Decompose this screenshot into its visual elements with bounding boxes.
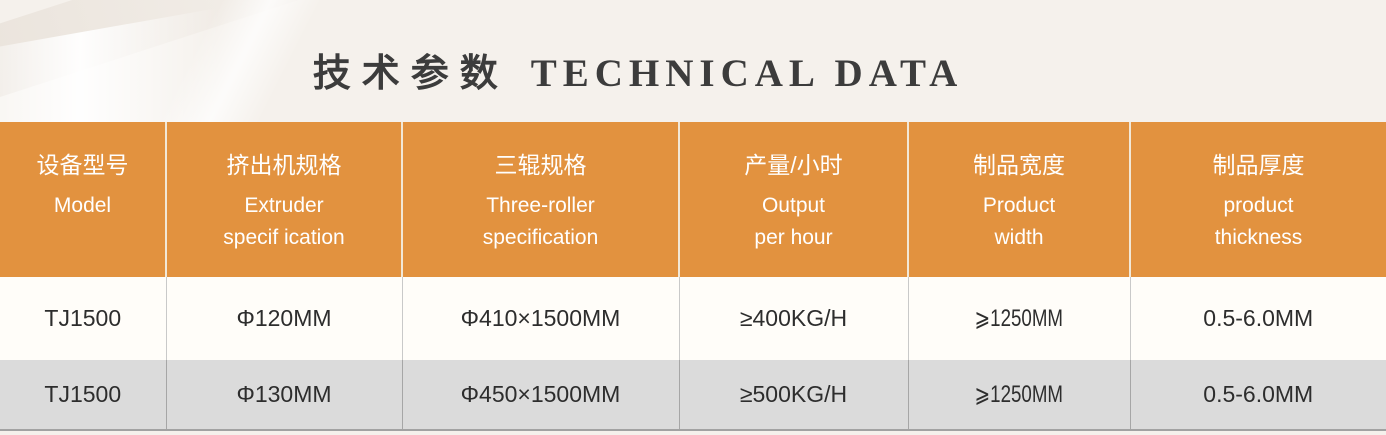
header-output-en2: per hour: [754, 226, 833, 249]
header-output-zh: 产量/小时: [744, 152, 843, 178]
header-three-roller-en2: specification: [482, 226, 599, 249]
header-thickness-en2: thickness: [1214, 226, 1303, 249]
header-three-roller-zh: 三辊规格: [494, 152, 587, 178]
header-model-en: Model: [53, 194, 112, 217]
header-width-en2: width: [994, 226, 1044, 249]
header-cell-product-thickness: 制品厚度 product thickness: [1130, 122, 1386, 277]
cell-product-thickness: 0.5-6.0MM: [1130, 360, 1386, 430]
header-cell-product-width: 制品宽度 Product width: [908, 122, 1131, 277]
header-width-en1: Product: [982, 194, 1056, 217]
header-thickness-zh: 制品厚度: [1212, 152, 1305, 178]
header-cell-model: 设备型号 Model: [0, 122, 167, 277]
page-title-english: TECHNICAL DATA: [530, 52, 964, 95]
table-row-2: TJ1500 Φ130MM Φ450×1500MM ≥500KG/H ⩾1250…: [0, 360, 1386, 430]
header-cell-output-per-hour: 产量/小时 Output per hour: [679, 122, 909, 277]
cell-product-width: ⩾1250MM: [908, 277, 1131, 360]
cell-model: TJ1500: [0, 277, 167, 360]
table-row-1: TJ1500 Φ120MM Φ410×1500MM ≥400KG/H ⩾1250…: [0, 277, 1386, 360]
cell-output-per-hour: ≥400KG/H: [679, 277, 909, 360]
header-cell-extruder-spec: 挤出机规格 Extruder specif ication: [166, 122, 403, 277]
page-title: 技术参数 TECHNICAL DATA: [0, 42, 1331, 97]
cell-model: TJ1500: [0, 360, 167, 430]
header-cell-three-roller-spec: 三辊规格 Three-roller specification: [402, 122, 680, 277]
cell-product-width-value: ⩾1250MM: [974, 305, 1064, 332]
technical-data-table: 设备型号 Model 挤出机规格 Extruder specif ication…: [0, 122, 1386, 431]
header-thickness-en1: product: [1223, 194, 1294, 217]
header-output-en1: Output: [761, 194, 826, 217]
table-header-row: 设备型号 Model 挤出机规格 Extruder specif ication…: [0, 122, 1386, 277]
header-three-roller-en1: Three-roller: [486, 194, 595, 217]
header-extruder-en1: Extruder: [244, 194, 324, 217]
cell-three-roller-spec: Φ450×1500MM: [402, 360, 680, 430]
cell-extruder-spec: Φ120MM: [166, 277, 403, 360]
header-width-zh: 制品宽度: [973, 152, 1065, 178]
cell-output-per-hour: ≥500KG/H: [679, 360, 909, 430]
cell-product-width-value: ⩾1250MM: [974, 381, 1064, 408]
cell-product-width: ⩾1250MM: [908, 360, 1131, 430]
page-title-chinese: 技术参数: [312, 53, 509, 95]
header-extruder-en2: specif ication: [223, 226, 345, 249]
cell-extruder-spec: Φ130MM: [166, 360, 403, 430]
cell-three-roller-spec: Φ410×1500MM: [402, 277, 680, 360]
cell-product-thickness: 0.5-6.0MM: [1130, 277, 1386, 360]
header-extruder-zh: 挤出机规格: [226, 152, 342, 178]
header-model-zh: 设备型号: [36, 152, 129, 178]
